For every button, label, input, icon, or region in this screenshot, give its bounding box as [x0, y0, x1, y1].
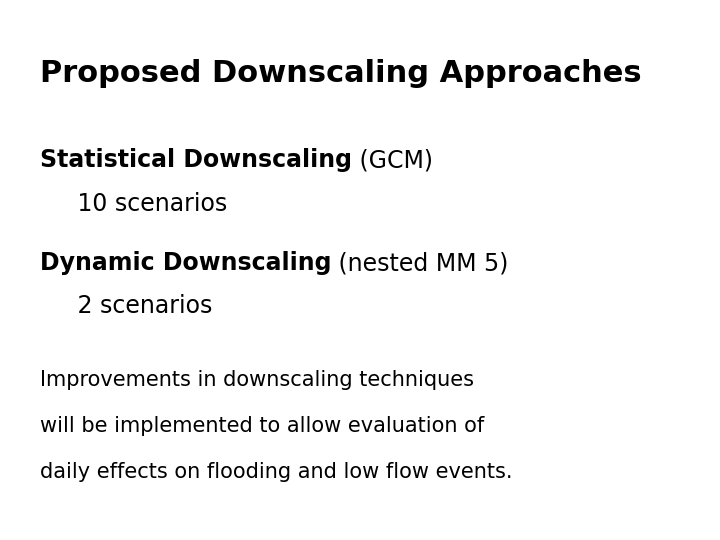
Text: Improvements in downscaling techniques: Improvements in downscaling techniques — [40, 370, 474, 390]
Text: 2 scenarios: 2 scenarios — [40, 294, 212, 318]
Text: (GCM): (GCM) — [351, 148, 433, 172]
Text: daily effects on flooding and low flow events.: daily effects on flooding and low flow e… — [40, 462, 512, 482]
Text: Proposed Downscaling Approaches: Proposed Downscaling Approaches — [40, 59, 642, 89]
Text: 10 scenarios: 10 scenarios — [40, 192, 227, 215]
Text: (nested MM 5): (nested MM 5) — [331, 251, 508, 275]
Text: Statistical Downscaling: Statistical Downscaling — [40, 148, 351, 172]
Text: will be implemented to allow evaluation of: will be implemented to allow evaluation … — [40, 416, 484, 436]
Text: Dynamic Downscaling: Dynamic Downscaling — [40, 251, 331, 275]
